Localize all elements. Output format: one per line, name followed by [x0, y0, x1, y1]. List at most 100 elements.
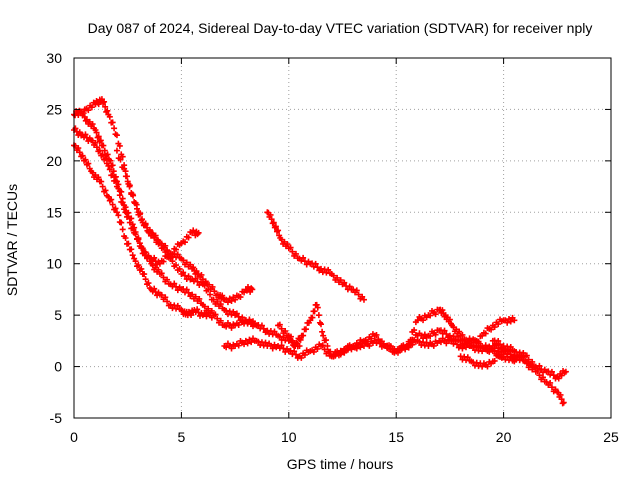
- data-point: [432, 331, 439, 338]
- data-point: [443, 331, 450, 337]
- data-point: [459, 345, 466, 352]
- data-point: [201, 303, 208, 310]
- data-point: [309, 314, 316, 321]
- data-point: [125, 240, 132, 247]
- data-point: [88, 104, 95, 111]
- data-point: [507, 343, 514, 350]
- data-point: [300, 332, 307, 339]
- series-track-a: [71, 142, 217, 321]
- data-point: [548, 368, 555, 375]
- data-point: [92, 139, 99, 146]
- series-track-f: [264, 209, 367, 303]
- data-point: [130, 192, 137, 199]
- data-point: [314, 264, 321, 271]
- data-series-group: [71, 96, 569, 407]
- data-point: [312, 260, 319, 267]
- data-point: [72, 125, 79, 132]
- data-point: [149, 230, 156, 237]
- data-point: [118, 188, 125, 195]
- data-point: [547, 379, 554, 386]
- series-track-i: [403, 306, 518, 349]
- data-point: [139, 216, 146, 223]
- data-point: [454, 341, 461, 348]
- data-point: [219, 292, 226, 299]
- y-tick-label: 5: [54, 307, 62, 323]
- series-track-b: [71, 107, 202, 268]
- data-point: [205, 281, 212, 288]
- data-point: [479, 348, 486, 355]
- data-point: [115, 185, 122, 192]
- data-point: [158, 292, 165, 299]
- data-point: [138, 265, 145, 272]
- x-tick-label: 10: [281, 429, 297, 445]
- data-point: [122, 173, 129, 180]
- data-point: [318, 321, 325, 328]
- data-point: [217, 301, 224, 308]
- data-point: [301, 351, 308, 358]
- data-point: [332, 352, 339, 359]
- data-point: [282, 328, 289, 335]
- data-point: [126, 219, 133, 226]
- data-point: [525, 356, 532, 363]
- data-point: [235, 342, 242, 349]
- data-point: [85, 160, 92, 167]
- data-point: [176, 265, 183, 272]
- data-point: [189, 291, 196, 298]
- data-point: [278, 342, 285, 349]
- data-point: [330, 272, 337, 279]
- data-point: [214, 315, 221, 322]
- data-point: [287, 333, 294, 340]
- data-point: [122, 209, 129, 216]
- data-point: [181, 239, 188, 246]
- data-point: [129, 252, 136, 259]
- data-point: [244, 340, 251, 347]
- data-point: [239, 314, 246, 321]
- data-point: [488, 326, 495, 333]
- data-point: [241, 341, 248, 348]
- data-point: [536, 362, 543, 369]
- data-point: [325, 266, 332, 273]
- data-point: [430, 342, 437, 349]
- plot-frame: [73, 57, 612, 419]
- data-point: [113, 209, 120, 216]
- data-point: [334, 274, 341, 281]
- data-point: [104, 107, 111, 114]
- data-point: [271, 224, 278, 231]
- data-point: [80, 110, 87, 117]
- data-point: [223, 323, 230, 330]
- data-point: [142, 249, 149, 256]
- data-point: [300, 254, 307, 261]
- data-point: [164, 298, 171, 305]
- data-point: [101, 147, 108, 154]
- data-point: [217, 317, 224, 324]
- data-point: [311, 308, 318, 315]
- data-point: [346, 283, 353, 290]
- data-point: [439, 307, 446, 314]
- data-point: [375, 337, 382, 344]
- data-point: [119, 199, 126, 206]
- data-point: [482, 342, 489, 349]
- data-point: [214, 298, 221, 305]
- data-point: [76, 149, 83, 156]
- data-point: [183, 259, 190, 266]
- data-point: [85, 107, 92, 114]
- data-point: [180, 269, 187, 276]
- data-point: [237, 294, 244, 301]
- data-point: [98, 178, 105, 185]
- data-point: [228, 324, 235, 331]
- data-point: [292, 351, 299, 358]
- data-point: [292, 250, 299, 257]
- data-point: [89, 121, 96, 128]
- data-point: [224, 299, 231, 306]
- data-point: [446, 316, 453, 323]
- data-point: [174, 302, 181, 309]
- data-point: [420, 317, 427, 324]
- data-point: [523, 352, 530, 359]
- data-point: [269, 345, 276, 352]
- data-point: [475, 338, 482, 345]
- data-point: [116, 192, 123, 199]
- data-point: [271, 328, 278, 335]
- data-point: [437, 339, 444, 346]
- x-tick-label: 0: [70, 429, 78, 445]
